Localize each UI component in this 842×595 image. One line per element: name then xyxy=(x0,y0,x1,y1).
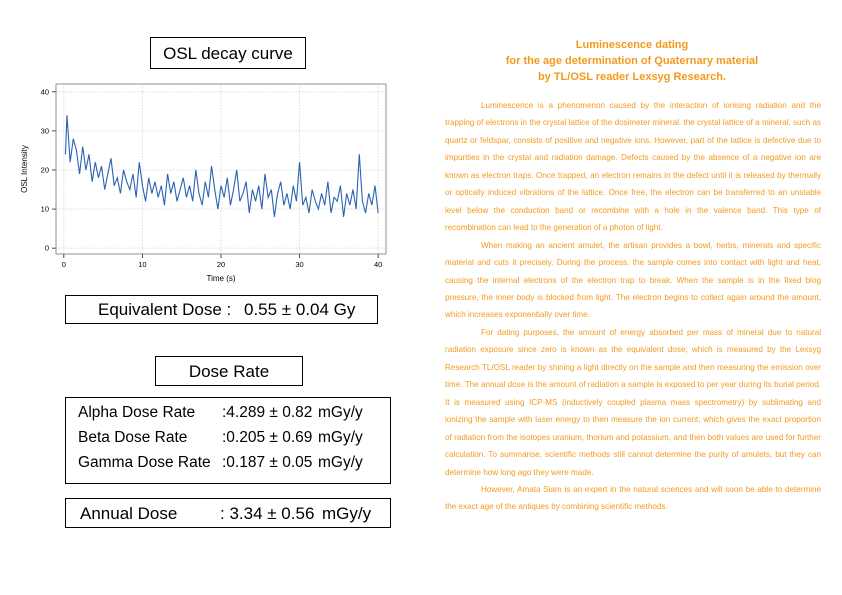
rate-value: :4.289 ± 0.82 xyxy=(222,404,313,421)
x-tick-label: 10 xyxy=(138,260,146,269)
rate-label: Gamma Dose Rate xyxy=(78,454,211,471)
title-line: by TL/OSL reader Lexsyg Research. xyxy=(537,71,727,83)
x-tick-label: 30 xyxy=(295,260,303,269)
equivalent-dose-label: Equivalent Dose : xyxy=(98,300,232,319)
x-tick-label: 40 xyxy=(374,260,382,269)
rate-unit: mGy/y xyxy=(318,404,363,421)
article-body: Luminescence is a phenomenon caused by t… xyxy=(445,97,821,516)
annual-dose-unit: mGy/y xyxy=(322,504,372,523)
plot-frame xyxy=(55,83,387,255)
rate-value: :0.205 ± 0.69 xyxy=(222,429,313,446)
paragraph: However, Amata Siam is an expert in the … xyxy=(445,484,821,512)
annual-dose-label: Annual Dose xyxy=(80,504,178,523)
x-tick-label: 20 xyxy=(217,260,225,269)
rate-label: Beta Dose Rate xyxy=(78,429,188,446)
chart-title: OSL decay curve xyxy=(163,44,293,63)
paragraph: For dating purposes, the amount of energ… xyxy=(445,327,821,477)
dose-rate-title: Dose Rate xyxy=(188,362,270,381)
y-tick-label: 10 xyxy=(41,205,49,214)
annual-dose-box: Annual Dose : 3.34 ± 0.56 mGy/y xyxy=(65,498,391,528)
rate-unit: mGy/y xyxy=(318,429,363,446)
chart-title-box: OSL decay curve xyxy=(150,37,306,69)
y-tick-label: 20 xyxy=(41,165,49,174)
y-tick-label: 30 xyxy=(41,126,49,135)
equivalent-dose-box: Equivalent Dose : 0.55 ± 0.04 Gy xyxy=(65,295,378,324)
rate-label: Alpha Dose Rate xyxy=(78,404,196,421)
x-tick-label: 0 xyxy=(62,260,66,269)
article-title: Luminescence dating for the age determina… xyxy=(470,37,794,85)
dose-rate-box: Alpha Dose Rate :4.289 ± 0.82 mGy/y Beta Do… xyxy=(65,397,391,484)
x-axis-label: Time (s) xyxy=(206,274,235,283)
y-tick-label: 0 xyxy=(45,244,49,253)
chart: 0 10 20 30 40 0 10 20 30 40 Time (s) OSL Intensity xyxy=(20,83,387,283)
y-axis-label: OSL Intensity xyxy=(20,145,29,193)
y-tick-label: 40 xyxy=(41,87,49,96)
annual-dose-value: : 3.34 ± 0.56 xyxy=(220,504,315,523)
equivalent-dose-value: 0.55 ± 0.04 Gy xyxy=(244,300,356,319)
dose-rate-title-box: Dose Rate xyxy=(155,356,303,386)
paragraph: When making an ancient amulet, the artis… xyxy=(445,240,821,320)
title-line: for the age determination of Quaternary … xyxy=(505,55,759,67)
data-line xyxy=(64,115,379,217)
title-line: Luminescence dating xyxy=(575,39,689,51)
paragraph: Luminescence is a phenomenon caused by t… xyxy=(445,101,821,233)
rate-value: :0.187 ± 0.05 xyxy=(222,454,313,471)
rate-unit: mGy/y xyxy=(318,454,363,471)
